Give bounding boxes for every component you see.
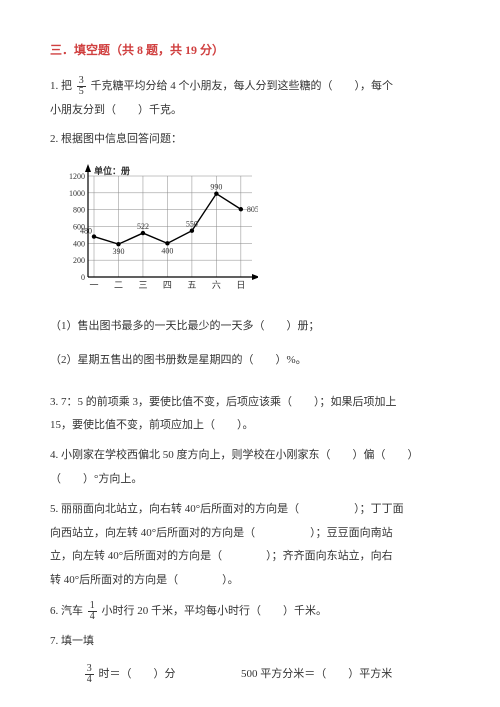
q4-line1: 4. 小刚家在学校西偏北 50 度方向上，则学校在小刚家东（ ）偏（ ） [50, 446, 450, 466]
q5-line3: 立，向左转 40°后所面对的方向是（ ）；齐齐面向东站立，向右 [50, 547, 450, 567]
svg-text:400: 400 [161, 247, 173, 256]
q7-frac-den: 4 [85, 675, 94, 685]
svg-text:550: 550 [186, 220, 198, 229]
q7-part-b: 500 平方分米＝（ ）平方米 [241, 668, 392, 680]
q6-fraction: 1 4 [88, 601, 97, 622]
svg-text:522: 522 [137, 222, 149, 231]
question-6: 6. 汽车 1 4 小时行 20 千米，平均每小时行（ ）千米。 [50, 601, 450, 622]
svg-text:390: 390 [112, 247, 124, 256]
svg-text:五: 五 [187, 280, 196, 290]
svg-text:0: 0 [81, 273, 85, 282]
svg-text:一: 一 [89, 280, 98, 290]
q6-frac-den: 4 [88, 612, 97, 622]
svg-text:805: 805 [247, 205, 258, 214]
q1-text-b: 千克糖平均分给 4 个小朋友，每人分到这些糖的（ ），每个 [91, 80, 394, 92]
svg-text:六: 六 [212, 279, 221, 290]
svg-text:二: 二 [114, 280, 123, 290]
q2-sub1: （1）售出图书最多的一天比最少的一天多（ ）册； [50, 317, 450, 337]
line-chart: 020040060080010001200一二三四五六日单位：册48039052… [58, 160, 450, 303]
q6-text-a: 6. 汽车 [50, 605, 83, 617]
section-title: 三．填空题（共 8 题，共 19 分） [50, 40, 450, 62]
q1-fraction: 3 5 [77, 76, 86, 97]
q1-text-a: 1. 把 [50, 80, 72, 92]
question-5: 5. 丽丽面向北站立，向右转 40°后所面对的方向是（ ）；丁丁面 向西站立，向… [50, 500, 450, 591]
question-4: 4. 小刚家在学校西偏北 50 度方向上，则学校在小刚家东（ ）偏（ ） （ ）… [50, 446, 450, 490]
svg-text:990: 990 [210, 183, 222, 192]
q4-line2: （ ）°方向上。 [50, 470, 450, 490]
q1-frac-num: 3 [77, 76, 86, 87]
q7-fraction: 3 4 [85, 664, 94, 685]
q5-line1: 5. 丽丽面向北站立，向右转 40°后所面对的方向是（ ）；丁丁面 [50, 500, 450, 520]
svg-text:1000: 1000 [69, 189, 85, 198]
q5-line2: 向西站立，向左转 40°后所面对的方向是（ ）；豆豆面向南站 [50, 524, 450, 544]
svg-text:日: 日 [236, 280, 245, 290]
svg-text:480: 480 [80, 227, 92, 236]
svg-text:三: 三 [138, 280, 147, 290]
q7-intro: 7. 填一填 [50, 632, 450, 652]
question-2: 2. 根据图中信息回答问题： [50, 130, 450, 150]
q1-frac-den: 5 [77, 87, 86, 97]
q3-line1: 3. 7：5 的前项乘 3，要使比值不变，后项应该乘（ ）；如果后项加上 [50, 393, 450, 413]
question-7: 7. 填一填 3 4 时＝（ ）分 500 平方分米＝（ ）平方米 [50, 632, 450, 685]
svg-text:400: 400 [73, 240, 85, 249]
q2-sub2: （2）星期五售出的图书册数是星期四的（ ）%。 [50, 351, 450, 371]
question-1: 1. 把 3 5 千克糖平均分给 4 个小朋友，每人分到这些糖的（ ），每个 小… [50, 76, 450, 121]
question-3: 3. 7：5 的前项乘 3，要使比值不变，后项应该乘（ ）；如果后项加上 15，… [50, 393, 450, 437]
svg-text:1200: 1200 [69, 172, 85, 181]
q5-line4: 转 40°后所面对的方向是（ ）。 [50, 571, 450, 591]
svg-text:单位：册: 单位：册 [94, 165, 130, 176]
svg-text:800: 800 [73, 206, 85, 215]
q7-part-a: 时＝（ ）分 [99, 668, 176, 680]
q3-line2: 15，要使比值不变，前项应加上（ ）。 [50, 416, 450, 436]
svg-text:四: 四 [163, 280, 172, 290]
q1-line2: 小朋友分到（ ）千克。 [50, 101, 450, 121]
q2-intro: 2. 根据图中信息回答问题： [50, 130, 450, 150]
q6-text-b: 小时行 20 千米，平均每小时行（ ）千米。 [102, 605, 328, 617]
svg-text:200: 200 [73, 256, 85, 265]
